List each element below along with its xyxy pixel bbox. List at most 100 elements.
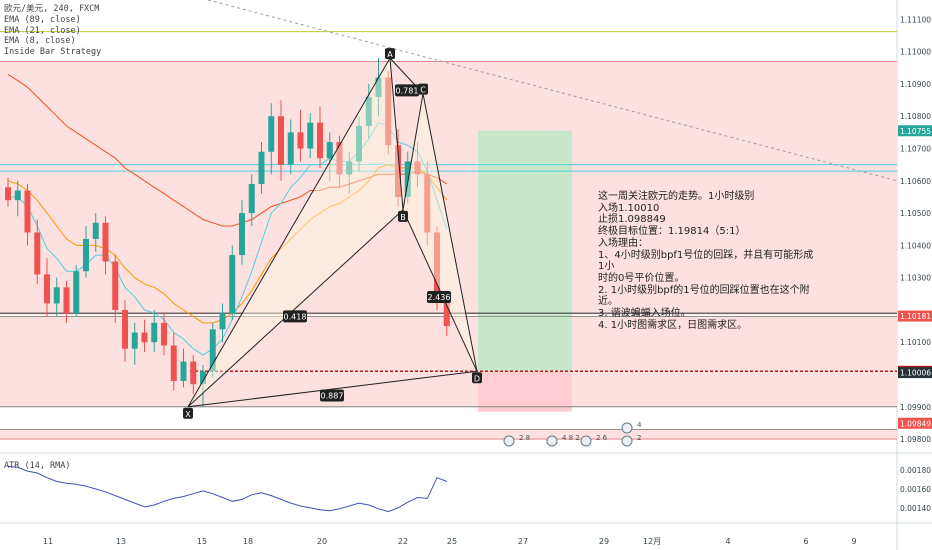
candle-body <box>434 232 440 298</box>
price-label-text: 1.10006 <box>900 369 931 378</box>
candle <box>53 277 60 317</box>
price-tick: 1.10100 <box>900 338 931 347</box>
time-tick: 6 <box>803 537 808 546</box>
candle-body <box>229 255 236 314</box>
candle-body <box>356 125 362 162</box>
candle <box>161 313 167 356</box>
price-tick: 1.10700 <box>900 145 931 154</box>
supply-demand-zone <box>0 61 897 315</box>
candle-body <box>151 322 158 343</box>
candle-body <box>170 345 177 381</box>
pattern-point-x: X <box>183 407 193 419</box>
candle <box>287 119 294 175</box>
pattern-ratio-label: 0.418 <box>284 312 307 321</box>
pattern-layer: X A B C D 0.418 0.781 2.436 0.887 <box>183 48 482 419</box>
candle-body <box>190 361 197 385</box>
candle-body <box>365 96 372 126</box>
note-line: 这一周关注欧元的走势。1小时级别 <box>598 191 755 202</box>
note-line: 入场理由： <box>598 237 648 249</box>
ema21-line <box>7 164 448 324</box>
time-tick: 13 <box>116 537 126 546</box>
atr-label: ATR (14, RMA) <box>4 461 71 471</box>
event-marker-icon <box>621 422 633 434</box>
pattern-ratio-box <box>283 310 307 323</box>
candle <box>395 129 401 207</box>
atr-line <box>7 465 447 513</box>
candle <box>346 151 353 194</box>
candle <box>385 71 392 155</box>
pattern-leg <box>187 57 391 408</box>
candle-body <box>326 142 333 159</box>
price-label-text: 1.10755 <box>900 127 931 136</box>
pattern-leg <box>422 93 478 372</box>
candle <box>5 177 11 207</box>
event-marker-icon <box>503 435 515 447</box>
candle <box>92 213 99 252</box>
price-label-box <box>898 310 932 322</box>
atr-tick: 0.00180 <box>900 466 931 475</box>
candle-body <box>34 232 41 275</box>
note-line: 2. 1小时级别bpf的1号位的回踩位置也在这个附近。 <box>598 284 810 308</box>
note-line: 止损1.098849 <box>598 214 666 226</box>
candle-body <box>83 238 89 272</box>
time-tick: 15 <box>197 537 207 546</box>
price-tick: 1.11000 <box>900 48 931 57</box>
time-tick: 18 <box>243 537 253 546</box>
event-marker-icon <box>621 435 633 447</box>
candle <box>414 142 421 188</box>
pattern-point-box <box>398 210 408 222</box>
event-marker: 4 <box>621 421 642 434</box>
time-tick: 29 <box>599 537 609 546</box>
candle-body <box>112 261 119 310</box>
candle-body <box>404 161 411 197</box>
candle-body <box>375 77 382 97</box>
price-tick: 1.10500 <box>900 209 931 218</box>
candle <box>122 300 128 362</box>
price-tick: 1.09800 <box>900 435 931 444</box>
candle-body <box>336 142 343 175</box>
event-marker: 4 8 2 <box>546 434 580 447</box>
candle <box>326 132 333 181</box>
pattern-point-label: X <box>185 410 191 419</box>
price-label-text: 1.10181 <box>900 312 931 321</box>
price-tick: 1.10300 <box>900 274 931 283</box>
candle <box>34 219 41 285</box>
price-tick: 1.09900 <box>900 403 931 412</box>
pattern-fill <box>403 93 477 372</box>
pattern-leg <box>402 93 424 210</box>
price-tick: 1.11100 <box>900 15 931 24</box>
note-line: 1、4小时级别bpf1号位的回踩，并且有可能形成1小 <box>598 249 814 273</box>
time-tick: 12月 <box>643 537 661 546</box>
time-tick: 9 <box>851 537 856 546</box>
pattern-point-a: A <box>385 48 395 60</box>
pattern-ratio-label: 0.887 <box>321 392 344 401</box>
pattern-ratio: 0.418 <box>283 310 307 323</box>
pattern-point-b: B <box>398 210 408 222</box>
candle-body <box>24 190 31 233</box>
pattern-ratio: 0.781 <box>395 84 419 97</box>
pattern-point-d: D <box>472 372 482 384</box>
legend-ema89: EMA (89, close) <box>4 14 81 25</box>
pattern-leg <box>402 209 478 372</box>
event-marker-label: 4 8 2 <box>562 434 580 442</box>
candle-body <box>14 190 21 201</box>
note-line: 3. 谐波蝙蝠入场位。 <box>598 308 691 320</box>
event-marker-label: 4 <box>637 421 642 429</box>
pattern-point-box <box>418 83 428 95</box>
event-marker: 2 8 <box>503 434 530 447</box>
candle-body <box>278 116 284 165</box>
candle <box>190 355 197 394</box>
marker-layer: 2 8 4 8 2 2 6 4 2 <box>503 421 642 447</box>
candle-body <box>200 371 206 385</box>
candle <box>63 280 70 323</box>
event-marker: 2 6 <box>580 434 608 447</box>
atr-tick: 0.00160 <box>900 485 931 494</box>
candle-body <box>317 122 323 159</box>
candle-body <box>287 132 294 165</box>
profit-box <box>478 130 572 372</box>
pattern-ratio: 0.887 <box>320 389 344 402</box>
price-tick: 1.10900 <box>900 80 931 89</box>
pattern-leg <box>389 58 404 210</box>
